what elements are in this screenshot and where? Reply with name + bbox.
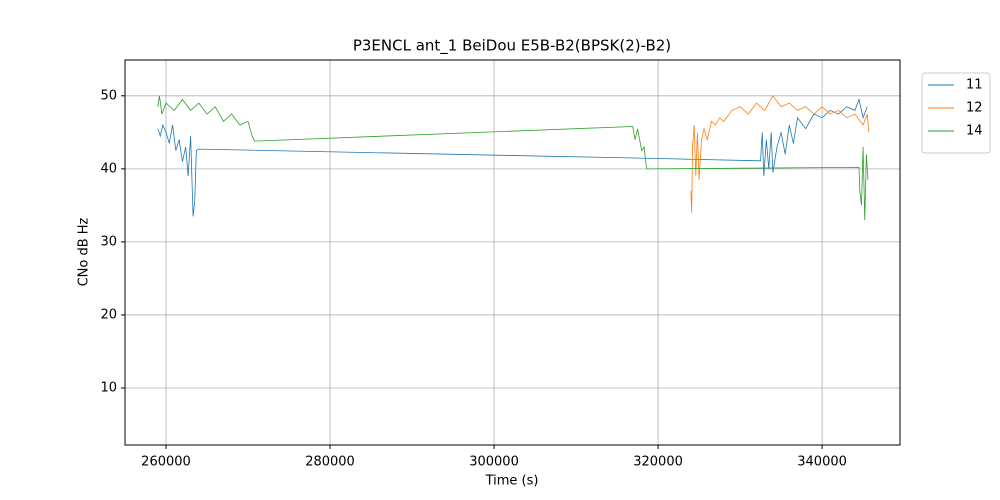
x-tick-label: 260000 [141, 455, 191, 470]
legend-label: 14 [966, 124, 983, 139]
legend-label: 12 [966, 101, 983, 116]
legend-label: 11 [966, 78, 983, 93]
plot-frame [124, 59, 901, 446]
series-line [157, 98, 868, 217]
y-tick-label: 50 [100, 88, 117, 103]
series-line [157, 95, 869, 220]
y-tick-label: 30 [100, 234, 117, 249]
y-tick-label: 10 [100, 381, 117, 396]
chart-title: P3ENCL ant_1 BeiDou E5B-B2(BPSK(2)-B2) [353, 37, 671, 56]
legend-box [921, 72, 991, 154]
x-tick-label: 300000 [469, 455, 519, 470]
x-tick-label: 320000 [633, 455, 683, 470]
x-axis-label: Time (s) [485, 474, 539, 489]
x-tick-label: 280000 [305, 455, 355, 470]
y-tick-label: 20 [100, 307, 117, 322]
y-axis-label: CNo dB Hz [77, 217, 92, 286]
y-tick-label: 40 [100, 161, 117, 176]
series-line [690, 95, 870, 213]
x-tick-label: 340000 [797, 455, 847, 470]
